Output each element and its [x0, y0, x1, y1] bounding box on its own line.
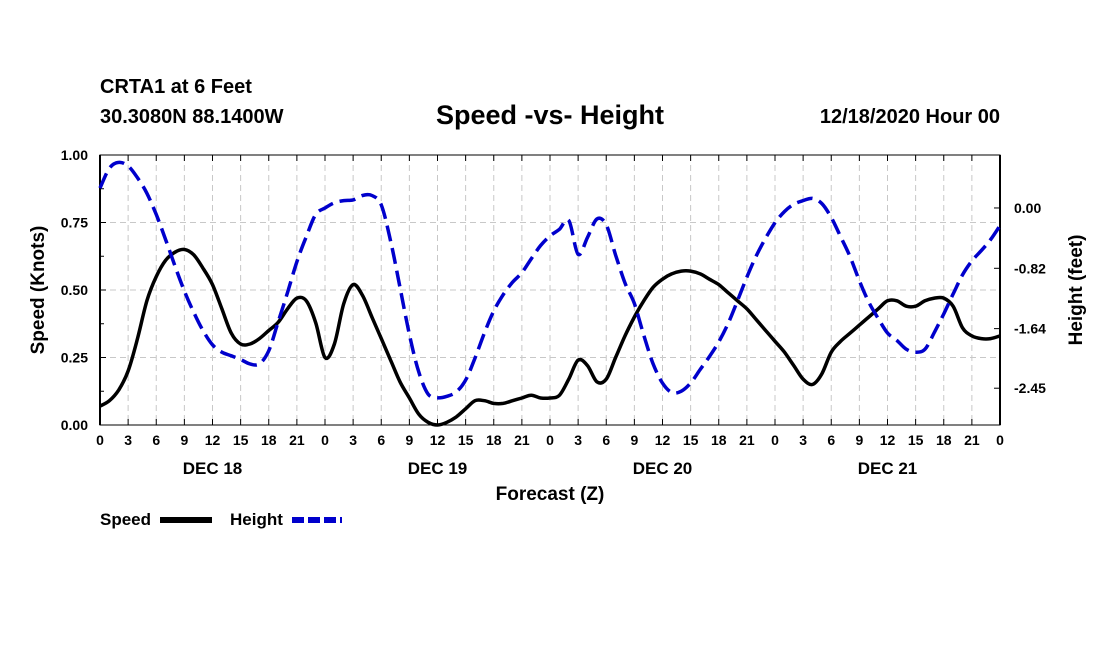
y2-tick-label: -0.82 [1014, 260, 1046, 276]
y-tick-label: 0.75 [61, 215, 88, 231]
x-tick-label: 3 [799, 432, 807, 448]
x-tick-label: 9 [630, 432, 638, 448]
x-tick-label: 3 [574, 432, 582, 448]
y-tick-label: 0.25 [61, 350, 88, 366]
x-tick-label: 15 [908, 432, 924, 448]
data-series [98, 160, 1002, 427]
x-tick-label: 12 [205, 432, 221, 448]
x-day-label: DEC 21 [858, 459, 918, 478]
legend-height-label: Height [230, 510, 283, 529]
y2-tick-label: -2.45 [1014, 380, 1046, 396]
y2-tick-label: -1.64 [1014, 321, 1046, 337]
x-tick-label: 12 [880, 432, 896, 448]
x-tick-label: 21 [739, 432, 755, 448]
x-tick-label: 0 [771, 432, 779, 448]
x-tick-label: 12 [655, 432, 671, 448]
y-axis-label: Speed (Knots) [28, 226, 49, 355]
height-series-line [98, 160, 1002, 400]
legend: Speed Height [100, 510, 342, 529]
x-tick-label: 21 [289, 432, 305, 448]
x-tick-label: 18 [486, 432, 502, 448]
speed-series-line [99, 247, 1001, 427]
y-tick-label: 1.00 [61, 147, 88, 163]
x-tick-label: 0 [996, 432, 1004, 448]
x-tick-label: 12 [430, 432, 446, 448]
x-tick-label: 15 [683, 432, 699, 448]
station-coordinates: 30.3080N 88.1400W [100, 106, 284, 128]
x-tick-label: 3 [124, 432, 132, 448]
x-tick-label: 6 [827, 432, 835, 448]
x-tick-label: 6 [602, 432, 610, 448]
x-tick-label: 18 [261, 432, 277, 448]
legend-speed-label: Speed [100, 510, 151, 529]
x-tick-label: 0 [546, 432, 554, 448]
x-tick-label: 6 [377, 432, 385, 448]
station-name: CRTA1 at 6 Feet [100, 76, 252, 98]
x-tick-label: 21 [964, 432, 980, 448]
chart-title: Speed -vs- Height [435, 100, 665, 130]
x-tick-label: 21 [514, 432, 530, 448]
x-tick-label: 15 [458, 432, 474, 448]
x-day-label: DEC 18 [183, 459, 243, 478]
x-day-label: DEC 19 [408, 459, 468, 478]
x-tick-label: 9 [180, 432, 188, 448]
x-tick-label: 18 [711, 432, 727, 448]
x-day-label: DEC 20 [633, 459, 693, 478]
x-tick-label: 3 [349, 432, 357, 448]
x-tick-label: 15 [233, 432, 249, 448]
x-tick-label: 9 [405, 432, 413, 448]
y2-tick-label: 0.00 [1014, 200, 1041, 216]
y2-axis-label: Height (feet) [1066, 235, 1087, 346]
x-tick-label: 18 [936, 432, 952, 448]
x-tick-label: 6 [152, 432, 160, 448]
x-tick-label: 0 [96, 432, 104, 448]
grid-lines [100, 155, 1000, 425]
forecast-datetime: 12/18/2020 Hour 00 [819, 106, 1000, 128]
x-axis-label: Forecast (Z) [496, 484, 605, 505]
x-tick-label: 9 [855, 432, 863, 448]
y-tick-label: 0.50 [61, 282, 88, 298]
axis-ticks: 0 3 6 9 12 15 18 21 0 3 6 9 12 15 18 21 0 3 6 9 12 15 18 21 0 3 6 9… [61, 147, 1046, 478]
y-tick-label: 0.00 [61, 417, 88, 433]
x-tick-label: 0 [321, 432, 329, 448]
